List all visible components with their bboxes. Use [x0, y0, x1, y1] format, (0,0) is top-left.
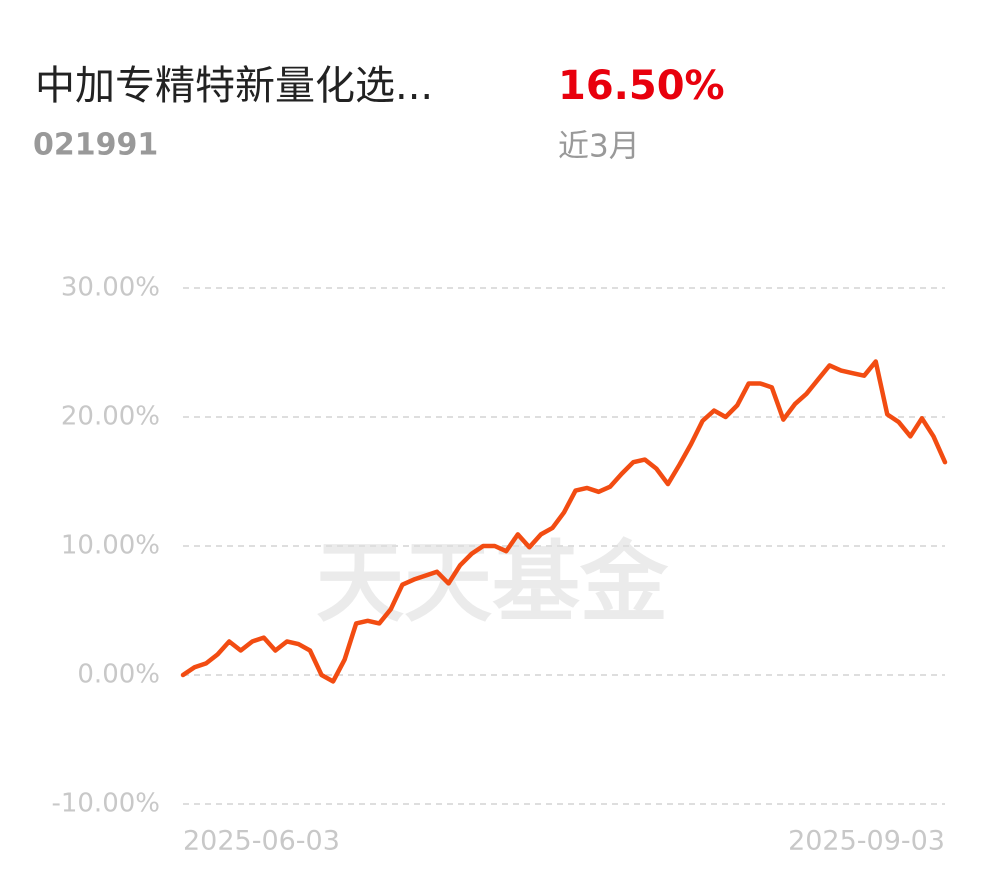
y-tick-label: 10.00%: [61, 531, 160, 561]
return-value: 16.50%: [558, 63, 725, 109]
fund-name: 中加专精特新量化选...: [35, 63, 433, 109]
series-line: [180, 359, 948, 684]
y-tick-label: 0.00%: [77, 660, 160, 690]
period-label: 近3月: [558, 129, 640, 165]
y-tick-label: 30.00%: [61, 273, 160, 303]
x-tick-label: 2025-06-03: [183, 826, 340, 857]
fund-code: 021991: [33, 128, 158, 163]
y-tick-label: 20.00%: [61, 402, 160, 432]
x-tick-label: 2025-09-03: [788, 826, 945, 857]
y-tick-label: -10.00%: [51, 789, 160, 819]
